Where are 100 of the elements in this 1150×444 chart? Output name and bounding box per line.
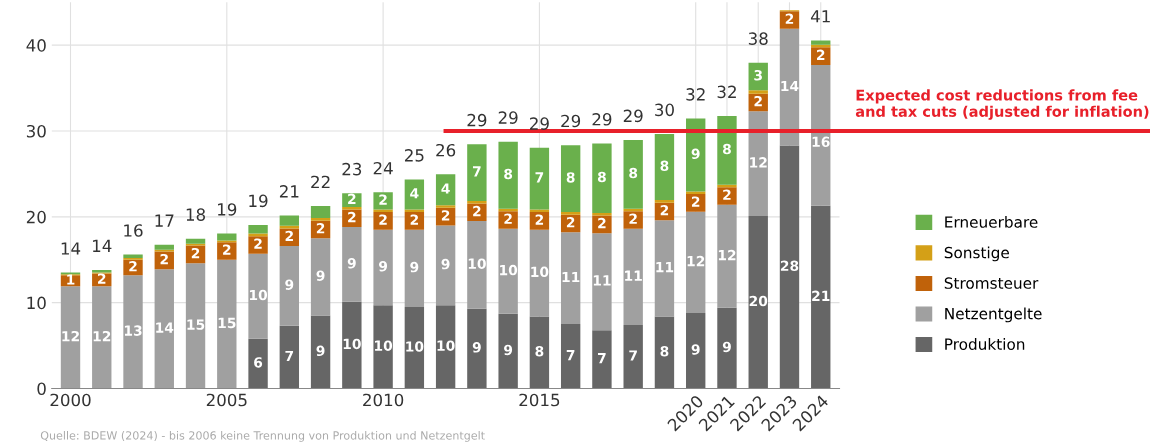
- bar: [279, 325, 300, 389]
- bar: [592, 330, 612, 389]
- bar: [686, 312, 706, 389]
- data-label: 7: [535, 172, 544, 183]
- data-label: 7: [629, 350, 637, 361]
- data-label: 4: [410, 188, 419, 199]
- data-label: 2: [473, 205, 481, 217]
- data-label: 2: [129, 260, 137, 272]
- bar: [654, 220, 675, 317]
- bar: [404, 179, 425, 210]
- data-label: 9: [378, 261, 388, 272]
- data-label: 7: [472, 166, 481, 177]
- bar: [779, 145, 800, 389]
- bar: [404, 229, 425, 307]
- total-label: 21: [279, 185, 299, 198]
- data-label: 2: [316, 223, 325, 234]
- data-label: 10: [249, 289, 268, 301]
- y-tick-label: 20: [26, 210, 46, 224]
- data-label: 8: [629, 167, 638, 179]
- data-label: 2: [254, 238, 262, 249]
- bar: [498, 313, 518, 389]
- data-label: 3: [754, 70, 762, 81]
- bar: [686, 211, 706, 313]
- data-label: 2: [348, 211, 356, 223]
- data-label: 12: [62, 330, 79, 342]
- x-tick-label: 2000: [50, 393, 91, 407]
- total-label: 30: [655, 103, 674, 117]
- x-tick-label: 2010: [363, 393, 404, 407]
- bar: [717, 115, 737, 185]
- bar: [342, 193, 362, 207]
- bar: [623, 228, 643, 325]
- data-label: 7: [285, 350, 294, 361]
- bar: [248, 338, 268, 389]
- data-label: 2: [191, 247, 200, 259]
- bar: [279, 246, 300, 326]
- data-label: 8: [535, 345, 544, 357]
- data-label: 8: [660, 345, 669, 357]
- ref-line-label: Expected cost reductions from fee and tax cuts (adjusted for inflation): [855, 89, 1149, 120]
- bar: [592, 143, 612, 213]
- total-label: 14: [61, 242, 81, 255]
- data-label: 11: [656, 262, 674, 273]
- bar: [623, 211, 643, 229]
- bar: [373, 212, 393, 230]
- bar: [123, 254, 143, 259]
- bar: [248, 224, 268, 234]
- bar: [60, 286, 81, 389]
- data-label: 10: [500, 264, 518, 276]
- bar: [560, 324, 581, 389]
- data-label: 2: [566, 217, 575, 228]
- total-label: 18: [186, 208, 206, 221]
- bar: [560, 232, 581, 325]
- bar: [529, 147, 550, 210]
- bar: [467, 144, 487, 201]
- bar: [404, 306, 425, 389]
- data-label: 2: [160, 253, 168, 265]
- bar: [342, 206, 362, 210]
- total-label: 16: [124, 224, 143, 237]
- bar: [717, 204, 737, 308]
- bar: [435, 305, 456, 389]
- bar: [435, 205, 456, 208]
- legend-label: Erneuerbare: [945, 215, 1038, 228]
- data-label: 9: [285, 279, 294, 290]
- data-label: 7: [566, 350, 575, 361]
- data-label: 9: [722, 341, 731, 353]
- bar: [779, 28, 800, 146]
- bar: [310, 206, 331, 219]
- data-label: 15: [218, 317, 236, 329]
- bar: [686, 191, 706, 195]
- data-label: 10: [437, 340, 455, 351]
- total-label: 19: [218, 203, 237, 216]
- data-label: 10: [343, 338, 361, 350]
- data-label: 1: [67, 274, 75, 285]
- total-label: 23: [342, 162, 362, 176]
- data-label: 9: [410, 261, 419, 273]
- data-label: 10: [406, 341, 424, 352]
- bar: [373, 229, 393, 306]
- data-label: 2: [379, 214, 387, 225]
- bar: [811, 64, 831, 206]
- bar: [310, 238, 331, 316]
- bar: [123, 275, 143, 389]
- data-label: 9: [504, 344, 513, 356]
- y-tick-label: 40: [26, 39, 46, 52]
- data-label: 8: [722, 143, 731, 155]
- data-label: 2: [817, 49, 825, 60]
- data-label: 12: [687, 255, 705, 267]
- bar: [92, 286, 112, 389]
- data-label: 15: [187, 319, 205, 330]
- bar: [592, 233, 612, 331]
- bar: [435, 225, 456, 306]
- bar: [373, 192, 393, 210]
- bar: [154, 244, 174, 250]
- bar: [654, 200, 675, 203]
- data-label: 2: [410, 214, 418, 225]
- legend-label: Produktion: [945, 338, 1025, 350]
- data-label: 8: [660, 160, 669, 172]
- data-label: 9: [316, 270, 325, 281]
- bar: [342, 227, 362, 302]
- source-note: Quelle: BDEW (2024) - bis 2006 keine Trennung von Produktion und Netzentgelt: [40, 431, 485, 442]
- bar: [498, 141, 518, 209]
- data-label: 12: [93, 330, 111, 342]
